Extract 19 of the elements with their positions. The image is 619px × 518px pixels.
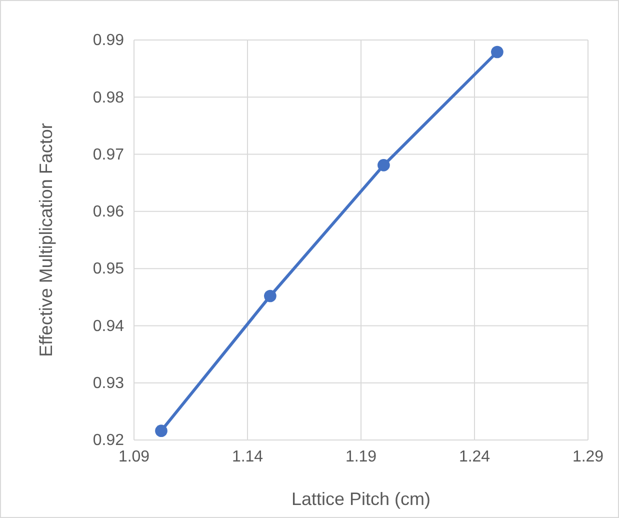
y-tick-label: 0.94 bbox=[92, 318, 124, 335]
y-tick-label: 0.92 bbox=[92, 432, 124, 450]
x-tick-label: 1.29 bbox=[572, 448, 604, 466]
x-tick-label: 1.14 bbox=[232, 448, 264, 466]
x-axis-title: Lattice Pitch (cm) bbox=[291, 489, 431, 509]
point bbox=[264, 290, 276, 302]
point bbox=[491, 46, 504, 58]
x-tick-label: 1.19 bbox=[345, 448, 377, 466]
point bbox=[378, 158, 390, 172]
x-tick-label: 1.24 bbox=[458, 448, 490, 466]
y-tick-label: 0.95 bbox=[92, 260, 124, 278]
y-tick-label: 0.99 bbox=[92, 32, 124, 50]
x-tick-label: 1.09 bbox=[118, 448, 150, 466]
y-tick-label: 0.96 bbox=[92, 204, 124, 221]
y-tick-label: 0.98 bbox=[92, 89, 124, 106]
point bbox=[155, 424, 168, 438]
y-axis-title: Effective Multiplication Factor bbox=[36, 123, 56, 357]
y-tick-label: 0.97 bbox=[92, 146, 124, 164]
y-tick-label: 0.93 bbox=[92, 374, 124, 392]
